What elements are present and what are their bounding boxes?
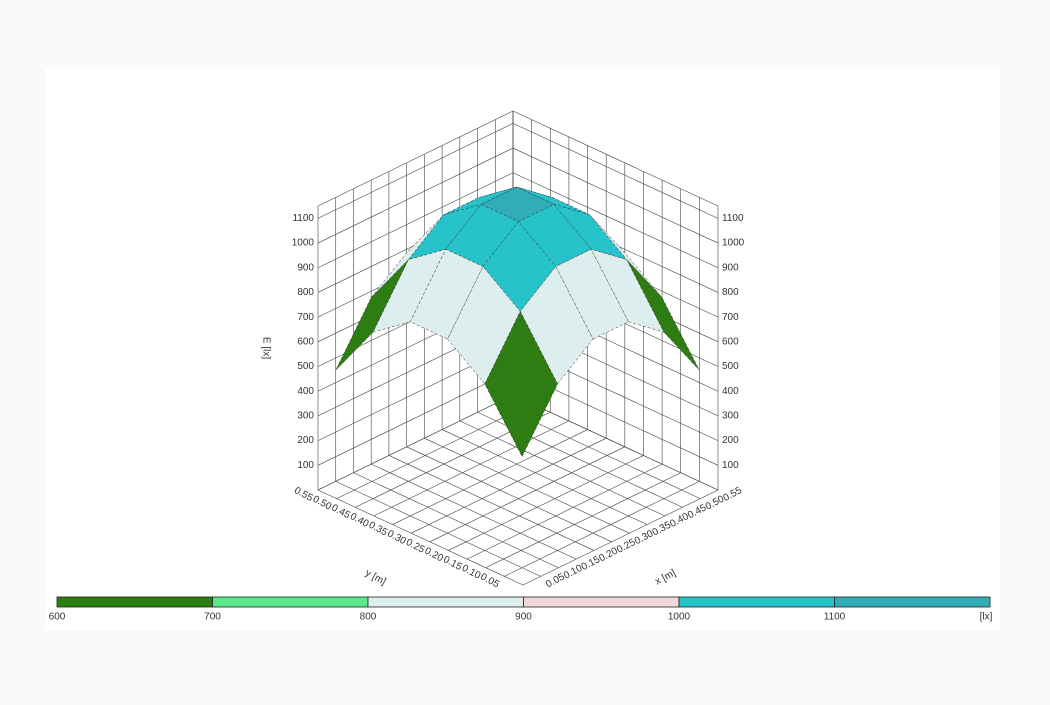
grid-line [353,472,559,568]
grid-line [373,420,570,517]
z-tick-label: 300 [722,411,739,422]
colorbar-label: 1100 [824,612,846,623]
grid-line [335,481,541,577]
z-tick-label: 500 [722,361,739,372]
z-tick-label: 1000 [722,238,745,249]
surface-patch [590,248,665,333]
z-tick-label: 200 [297,435,314,446]
grid-line [512,123,719,219]
grid-line [411,437,607,534]
z-tick-label: 700 [722,312,739,323]
z-tick-label: 1000 [292,238,315,249]
colorbar-label: 700 [204,612,221,623]
surface-patch [409,248,484,340]
colorbar-label: 800 [360,612,377,623]
colorbar-swatch [678,596,835,608]
grid-line [429,446,625,543]
z-tick-label: 300 [297,411,314,422]
grid-line [466,463,663,560]
colorbar-unit: [lx] [980,612,993,623]
z-tick-label: 1100 [292,213,314,224]
grid-line [336,403,532,499]
z-tick-label: 400 [297,386,314,397]
colorbar-swatch [834,596,991,608]
axis-frame [317,110,514,207]
colorbar-label: 600 [49,612,66,623]
axis-frame [317,489,524,586]
grid-line [392,429,588,525]
grid-line [441,429,648,525]
z-tick-label: 400 [722,386,739,397]
surface-patch [443,186,517,215]
z-tick-label: 100 [297,460,314,471]
grid-line [485,472,681,568]
surface-patch [553,203,628,261]
grid-line [317,394,514,491]
surface [335,186,700,458]
colorbar-swatch [367,596,524,608]
colorbar-label: 1000 [668,612,691,623]
grid-line [406,446,612,543]
z-tick-label: 200 [722,435,739,446]
grid-line [371,463,577,560]
z-tick-label: 800 [297,287,314,298]
grid-line [448,455,644,551]
surface-patch [447,266,521,385]
surface-patch [516,186,590,215]
axis-frame [522,489,719,586]
surface-patch [445,203,519,267]
z-axis-label: E [lx] [260,337,271,359]
colorbar-swatch [523,596,680,608]
grid-line [317,147,514,244]
grid-line [317,172,514,269]
axis-frame [512,110,719,207]
z-tick-label: 500 [297,361,314,372]
colorbar-label: 900 [515,612,532,623]
colorbar-swatch [56,596,213,608]
colorbar: 600 700 800 900 1000 1100 [lx] [49,596,993,623]
z-tick-label: 100 [722,460,739,471]
z-tick-label: 800 [722,287,739,298]
grid-line [317,370,514,466]
grid-line [317,123,514,219]
surface-patch [519,266,594,385]
grid-line [512,394,719,491]
z-tick-label: 600 [297,336,314,347]
grid-line [388,455,595,551]
z-tick-label: 900 [297,262,314,273]
grid-line [512,172,719,269]
surface-patch [484,310,558,458]
z-tick-label: 900 [722,262,739,273]
grid-line [504,481,700,577]
grid-line [424,437,630,534]
grid-line [459,420,665,517]
z-tick-label: 600 [722,336,739,347]
z-tick-label: 700 [297,312,314,323]
surface-patch [372,248,447,333]
surface-patch [335,259,409,371]
colorbar-swatch [212,596,369,608]
z-tick-label: 1100 [722,213,744,224]
grid-line [512,147,719,244]
